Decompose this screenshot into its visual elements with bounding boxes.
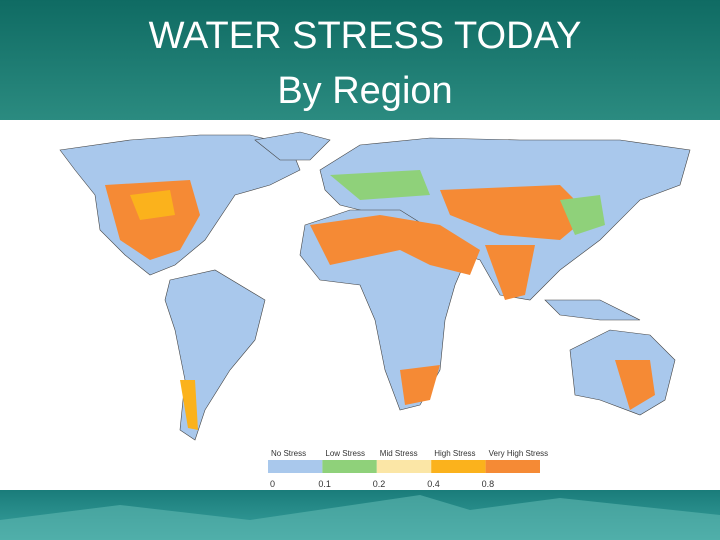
legend-swatch (431, 460, 486, 473)
legend: No Stress Low Stress Mid Stress High Stress… (268, 449, 548, 489)
stress-area (310, 215, 480, 275)
stress-area (440, 185, 590, 240)
stress-area (330, 170, 430, 200)
header-band (0, 0, 720, 120)
legend-swatch (485, 460, 540, 473)
legend-threshold: 0.8 (482, 479, 495, 489)
greenland (254, 131, 331, 161)
subtitle: By Region (277, 70, 452, 112)
legend-label: No Stress (271, 449, 306, 458)
stress-area (105, 180, 200, 260)
stress-area (130, 190, 175, 220)
stress-area (485, 245, 535, 300)
title: WATER STRESS TODAY (149, 15, 582, 57)
legend-threshold: 0 (270, 479, 275, 489)
footer-mountains (0, 495, 720, 540)
legend-label: Mid Stress (380, 449, 418, 458)
legend-label: High Stress (434, 449, 475, 458)
stress-area (615, 360, 655, 410)
legend-swatch (322, 460, 377, 473)
legend-threshold: 0.2 (373, 479, 386, 489)
stress-area (560, 195, 605, 235)
stress-area (180, 380, 198, 430)
legend-swatch (376, 460, 432, 473)
legend-label: Very High Stress (489, 449, 549, 458)
stress-area (400, 365, 440, 405)
legend-label: Low Stress (325, 449, 365, 458)
southeast-asia-islands (544, 299, 641, 321)
legend-swatch (268, 460, 323, 473)
legend-threshold: 0.4 (427, 479, 440, 489)
legend-threshold: 0.1 (318, 479, 331, 489)
world-map (59, 131, 691, 441)
